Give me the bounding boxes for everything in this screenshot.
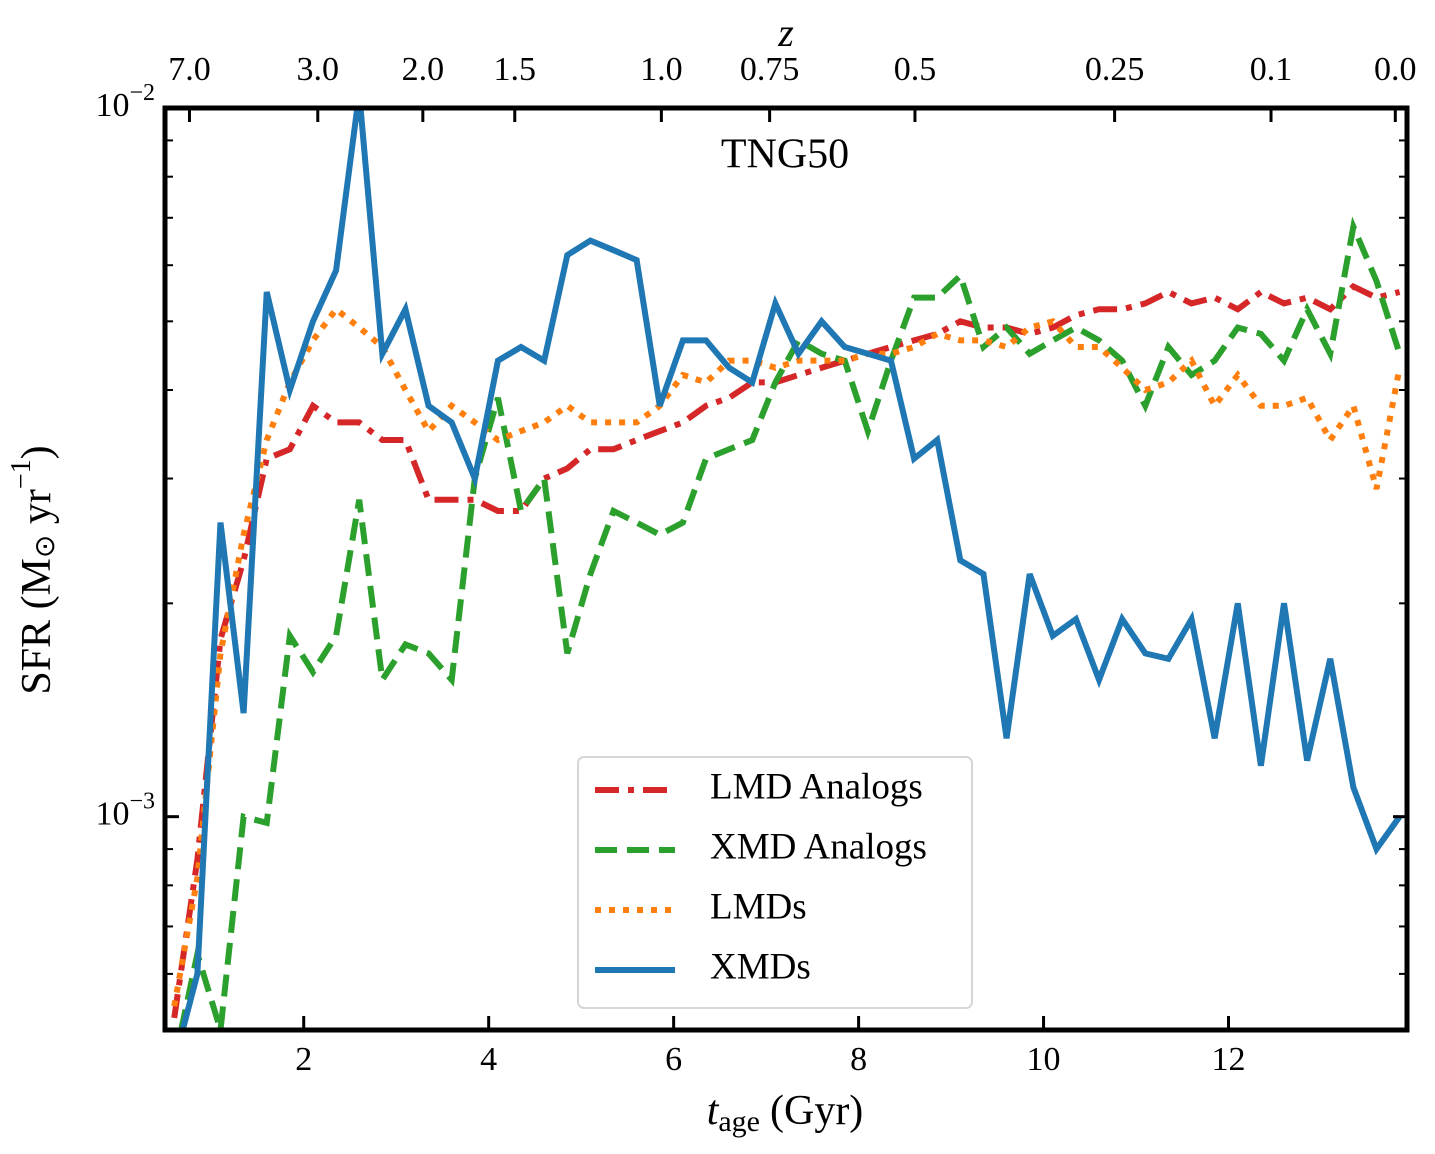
x2-tick-label: 1.5 — [494, 51, 537, 88]
x2-tick-label: 3.0 — [297, 51, 340, 88]
x2-tick-label: 0.1 — [1250, 51, 1293, 88]
y-label-sup: −1 — [6, 459, 37, 489]
legend-label: XMDs — [710, 946, 811, 987]
x2-tick-label: 1.0 — [640, 51, 683, 88]
x-tick-label: 6 — [665, 1041, 682, 1078]
y-tick-label: 10−3 — [95, 788, 155, 832]
x2-tick-label: 7.0 — [168, 51, 211, 88]
x-tick-label: 2 — [295, 1041, 312, 1078]
y-axis-label: SFR (M⊙ yr−1) — [6, 445, 61, 694]
y-label-sub: ⊙ — [30, 535, 61, 558]
x2-tick-label: 0.0 — [1374, 51, 1417, 88]
x2-tick-label: 0.5 — [894, 51, 937, 88]
series-line — [171, 282, 1401, 1019]
x-label-unit: (Gyr) — [770, 1088, 863, 1134]
plot-frame — [162, 105, 1410, 1033]
x-label-symbol: t — [707, 1088, 720, 1134]
plot-lines — [171, 108, 1403, 1030]
x2-tick-label: 0.75 — [740, 51, 800, 88]
series-line — [179, 108, 1403, 1030]
y-label-part: SFR (M — [14, 558, 60, 695]
y-label-part: ) — [14, 445, 60, 459]
y-tick-base: 10 — [95, 87, 129, 124]
x-tick-label: 8 — [850, 1041, 867, 1078]
y-tick-base: 10 — [95, 795, 129, 832]
x2-tick-label: 2.0 — [402, 51, 445, 88]
chart-title: TNG50 — [721, 132, 849, 178]
x-axis-label: tage (Gyr) — [707, 1088, 864, 1138]
y-tick-label: 10−2 — [95, 80, 155, 124]
x-label-subscript: age — [718, 1105, 760, 1138]
y-label-part: yr — [14, 489, 60, 535]
legend-box — [577, 756, 973, 1009]
x2-axis-label: z — [777, 10, 794, 55]
legend-label: XMD Analogs — [710, 826, 927, 867]
y-tick-exponent: −2 — [129, 80, 155, 106]
x-tick-label: 10 — [1027, 1041, 1061, 1078]
y-tick-exponent: −3 — [129, 788, 155, 814]
legend-label: LMDs — [710, 886, 807, 927]
series-line — [171, 304, 1403, 1007]
x-tick-label: 12 — [1212, 1041, 1246, 1078]
x2-tick-label: 0.25 — [1085, 51, 1145, 88]
x-tick-label: 4 — [480, 1041, 497, 1078]
legend: LMD Analogs XMD Analogs LMDs XMDs — [577, 756, 973, 1009]
legend-label: LMD Analogs — [710, 766, 923, 807]
series-line — [178, 216, 1403, 1030]
